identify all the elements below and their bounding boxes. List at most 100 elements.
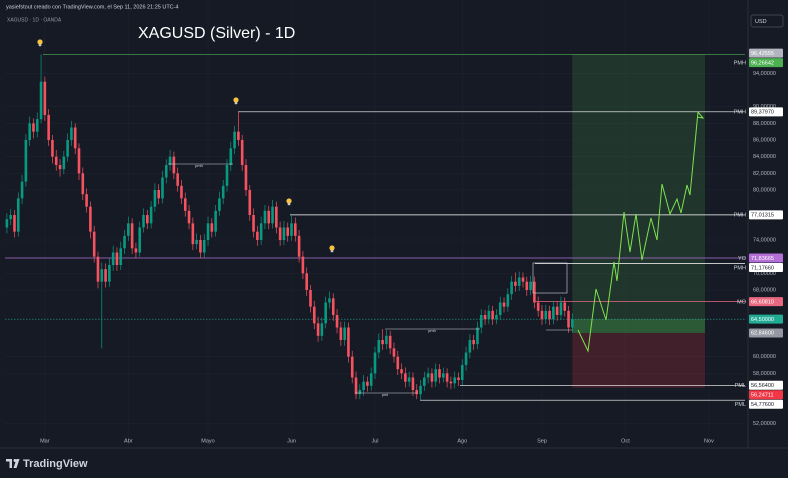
level-tag: YO	[738, 256, 747, 262]
currency-box[interactable]	[750, 14, 784, 28]
level-tag: PMH	[734, 265, 746, 271]
plot-area	[5, 0, 745, 448]
candle-body	[161, 177, 164, 199]
range-box	[532, 262, 568, 294]
candle-body	[221, 185, 225, 199]
price-label: 56,24711	[751, 393, 774, 399]
candle-body	[358, 390, 362, 395]
lightbulb-icon	[286, 198, 292, 206]
candle-body	[9, 215, 12, 220]
candle-body	[521, 277, 525, 282]
candle-body	[214, 210, 217, 232]
candle-body	[305, 273, 308, 290]
candle-body	[309, 290, 312, 307]
candle-body	[525, 281, 529, 290]
candle-body	[301, 256, 305, 274]
candle-body	[108, 265, 111, 282]
candle-body	[529, 281, 532, 290]
candle-body	[130, 223, 134, 249]
candle-body	[415, 390, 419, 395]
annotation-label: pmh	[428, 328, 436, 333]
candle-body	[544, 310, 548, 320]
candle-body	[157, 190, 160, 199]
candle-body	[377, 340, 381, 353]
candle-body	[168, 156, 172, 165]
candle-body	[218, 198, 221, 211]
candle-body	[419, 385, 422, 395]
candle-body	[267, 210, 271, 224]
candle-body	[13, 215, 16, 232]
candle-body	[290, 223, 293, 236]
level-tag: PMH	[734, 60, 746, 66]
candle-body	[187, 210, 191, 224]
candle-body	[400, 369, 403, 374]
candle-body	[183, 198, 187, 211]
price-label: 89,37970	[751, 110, 774, 116]
candle-body	[111, 252, 115, 265]
price-label-bg	[749, 390, 783, 400]
candle-body	[347, 327, 350, 357]
candle-body	[54, 156, 58, 165]
candle-body	[479, 315, 483, 328]
y-tick-label: 70,00000	[753, 271, 776, 277]
candle-body	[449, 381, 453, 384]
candle-body	[548, 310, 551, 320]
candle-body	[442, 373, 445, 378]
candle-body	[468, 340, 472, 353]
candle-body	[286, 227, 290, 236]
candle-body	[373, 352, 377, 374]
x-tick-label: Oct	[621, 438, 630, 444]
candle-body	[460, 365, 464, 380]
candle-body	[248, 190, 252, 215]
price-label: 71,17660	[751, 265, 774, 271]
candle-body	[43, 81, 47, 115]
candle-body	[552, 306, 555, 320]
candle-body	[96, 256, 100, 282]
candle-body	[434, 369, 438, 382]
level-tag: PMH	[734, 110, 746, 116]
candle-body	[559, 302, 563, 315]
candle-body	[123, 235, 126, 249]
projection-path	[577, 110, 705, 353]
candle-body	[104, 269, 107, 282]
candle-body	[149, 206, 153, 224]
candle-body	[164, 165, 168, 178]
candle-body	[263, 210, 267, 224]
y-tick-label: 84,00000	[753, 154, 776, 160]
candle-body	[464, 352, 468, 365]
candle-body	[127, 223, 130, 236]
price-label: 71,83665	[751, 256, 774, 262]
candle-body	[35, 119, 39, 132]
price-label-bg	[749, 107, 783, 117]
candle-body	[297, 235, 301, 257]
price-label-bg	[749, 314, 783, 324]
price-label: 56,56400	[751, 383, 774, 389]
y-tick-label: 74,00000	[753, 237, 776, 243]
candle-body	[335, 315, 339, 328]
x-tick-label: Abr	[124, 438, 133, 444]
candle-body	[331, 298, 335, 315]
candle-body	[498, 302, 502, 315]
candle-body	[24, 140, 28, 182]
candle-body	[324, 302, 327, 324]
candle-body	[423, 377, 426, 386]
candle-body	[20, 181, 24, 199]
candle-body	[47, 115, 50, 140]
candle-body	[320, 323, 324, 336]
price-label-bg	[749, 263, 783, 273]
candle-body	[199, 240, 202, 253]
candle-body	[85, 194, 88, 207]
candle-body	[252, 215, 255, 232]
x-tick-label: Mar	[40, 438, 50, 444]
price-label-bg	[749, 399, 783, 409]
candle-body	[385, 335, 388, 345]
candle-body	[134, 248, 138, 253]
candle-body	[259, 223, 263, 240]
candle-body	[195, 240, 198, 245]
y-tick-label: 60,00000	[753, 354, 776, 360]
candle-body	[350, 356, 354, 378]
entry-band	[572, 319, 705, 333]
candle-body	[142, 215, 145, 228]
candle-body	[191, 223, 195, 245]
candle-body	[32, 123, 35, 132]
